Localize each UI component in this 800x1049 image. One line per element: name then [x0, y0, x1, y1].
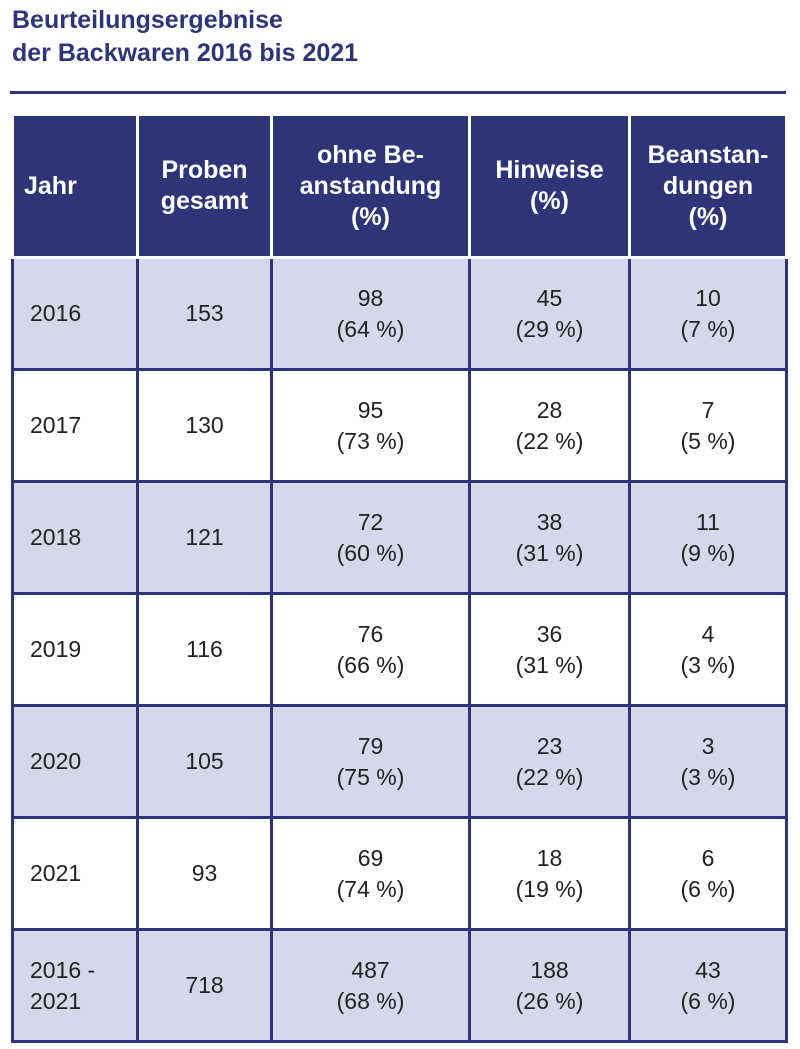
cell-beanstandungen: 43 (6 %)	[628, 928, 788, 1043]
header-proben-gesamt: Proben gesamt	[136, 113, 273, 259]
table-row: 2018 121 72 (60 %) 38 (31 %) 11 (9 %)	[11, 480, 788, 595]
table-row: 2019 116 76 (66 %) 36 (31 %) 4 (3 %)	[11, 592, 788, 707]
header-hinweise: Hinweise (%)	[468, 113, 631, 259]
cell-jahr: 2016 -2021	[11, 928, 139, 1043]
cell-ohne-beanstandung: 69 (74 %)	[270, 816, 471, 931]
cell-jahr: 2020	[11, 704, 139, 819]
cell-proben: 121	[136, 480, 273, 595]
cell-hinweise: 45 (29 %)	[468, 256, 631, 371]
cell-beanstandungen: 11 (9 %)	[628, 480, 788, 595]
cell-jahr: 2016	[11, 256, 139, 371]
cell-hinweise: 28 (22 %)	[468, 368, 631, 483]
cell-proben: 116	[136, 592, 273, 707]
cell-proben: 130	[136, 368, 273, 483]
cell-hinweise: 18 (19 %)	[468, 816, 631, 931]
cell-hinweise: 38 (31 %)	[468, 480, 631, 595]
table-row: 2017 130 95 (73 %) 28 (22 %) 7 (5 %)	[11, 368, 788, 483]
title-line-1: Beurteilungsergebnise	[12, 6, 283, 34]
cell-proben: 93	[136, 816, 273, 931]
table-header-row: Jahr Proben gesamt ohne Be- anstandung (…	[11, 113, 788, 259]
table-row: 2016 153 98 (64 %) 45 (29 %) 10 (7 %)	[11, 256, 788, 371]
cell-beanstandungen: 7 (5 %)	[628, 368, 788, 483]
cell-proben: 718	[136, 928, 273, 1043]
cell-jahr: 2019	[11, 592, 139, 707]
cell-proben: 105	[136, 704, 273, 819]
cell-ohne-beanstandung: 79 (75 %)	[270, 704, 471, 819]
cell-ohne-beanstandung: 98 (64 %)	[270, 256, 471, 371]
page-title: Beurteilungsergebnise der Backwaren 2016…	[12, 4, 358, 70]
cell-ohne-beanstandung: 487 (68 %)	[270, 928, 471, 1043]
cell-hinweise: 36 (31 %)	[468, 592, 631, 707]
table-row-total: 2016 -2021 718 487 (68 %) 188 (26 %) 43 (6 …	[11, 928, 788, 1043]
cell-jahr: 2018	[11, 480, 139, 595]
header-beanstandungen: Beanstan- dungen (%)	[628, 113, 788, 259]
results-table: Jahr Proben gesamt ohne Be- anstandung (…	[11, 113, 788, 1043]
cell-hinweise: 23 (22 %)	[468, 704, 631, 819]
cell-hinweise: 188 (26 %)	[468, 928, 631, 1043]
cell-ohne-beanstandung: 95 (73 %)	[270, 368, 471, 483]
cell-proben: 153	[136, 256, 273, 371]
header-ohne-beanstandung: ohne Be- anstandung (%)	[270, 113, 471, 259]
cell-jahr: 2017	[11, 368, 139, 483]
cell-beanstandungen: 3 (3 %)	[628, 704, 788, 819]
cell-beanstandungen: 6 (6 %)	[628, 816, 788, 931]
table-row: 2020 105 79 (75 %) 23 (22 %) 3 (3 %)	[11, 704, 788, 819]
table-row: 2021 93 69 (74 %) 18 (19 %) 6 (6 %)	[11, 816, 788, 931]
cell-jahr: 2021	[11, 816, 139, 931]
cell-ohne-beanstandung: 76 (66 %)	[270, 592, 471, 707]
title-divider	[10, 91, 786, 94]
cell-beanstandungen: 4 (3 %)	[628, 592, 788, 707]
cell-ohne-beanstandung: 72 (60 %)	[270, 480, 471, 595]
header-jahr: Jahr	[11, 113, 139, 259]
title-line-2: der Backwaren 2016 bis 2021	[12, 39, 359, 67]
cell-beanstandungen: 10 (7 %)	[628, 256, 788, 371]
